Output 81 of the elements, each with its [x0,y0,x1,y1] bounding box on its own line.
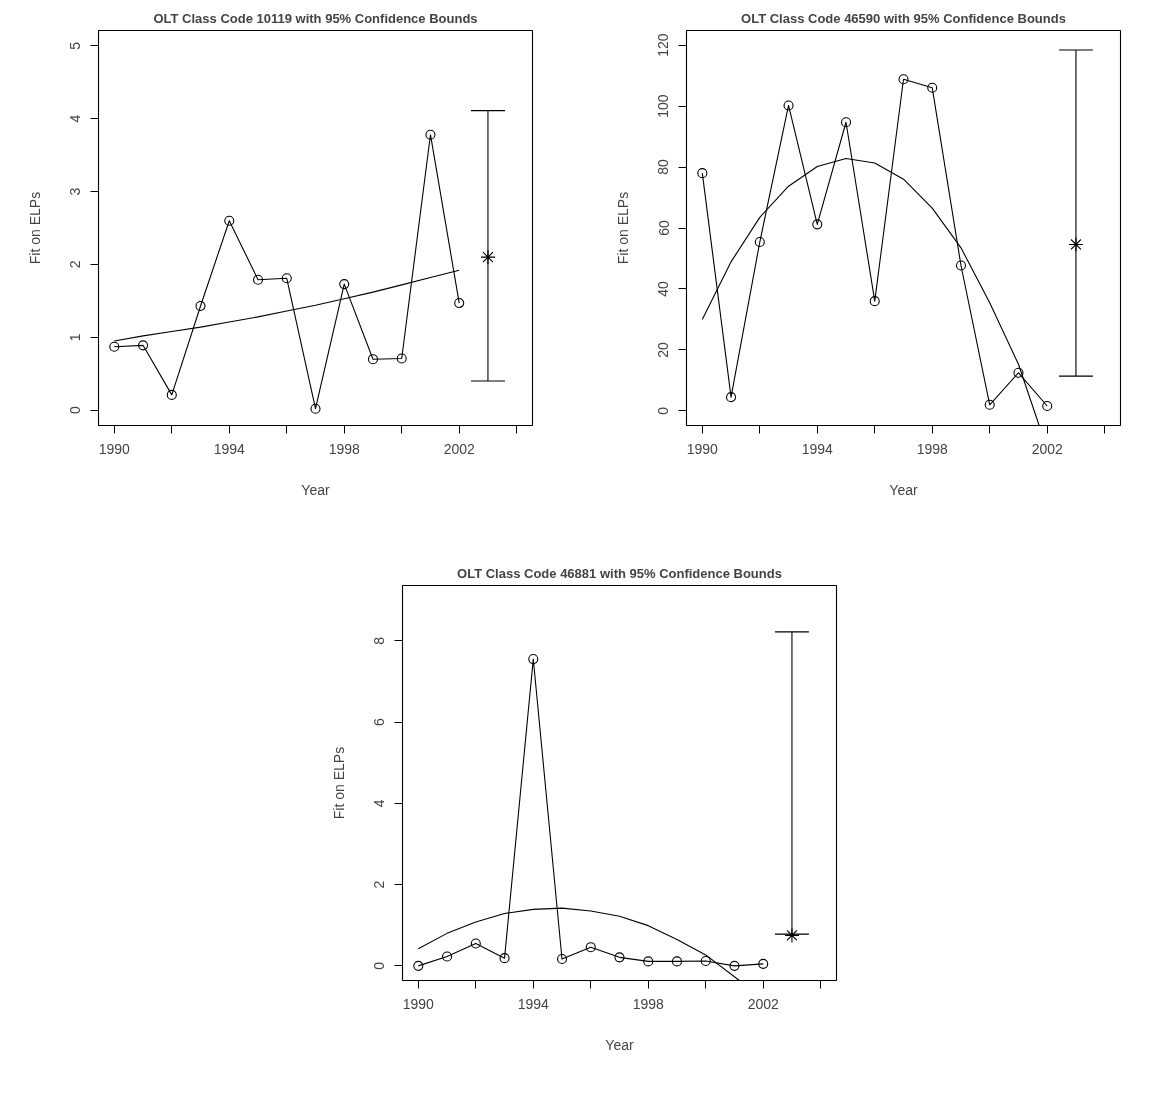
point [499,953,510,964]
point [1042,400,1053,412]
point [812,219,823,230]
point [528,654,539,665]
x-tick-label: 1998 [328,440,361,457]
y-tick-label: 2 [371,880,388,889]
point [783,100,794,111]
point [643,956,654,967]
point [784,927,800,943]
point [413,960,424,971]
point [166,389,177,400]
point [396,353,407,364]
point [224,215,235,226]
point [1068,236,1084,253]
x-tick-label: 1994 [517,995,550,1012]
point [754,236,765,248]
point [339,279,350,290]
point [955,260,967,271]
point [442,951,453,962]
y-tick-label: 0 [371,961,388,970]
y-axis-title: Fit on ELPs [26,191,43,265]
y-tick-label: 60 [655,220,672,236]
point [138,340,149,351]
point [470,938,481,949]
point [984,399,995,410]
y-tick-label: 6 [371,717,388,726]
point [671,956,683,967]
y-tick-label: 120 [655,33,672,57]
point [281,273,292,284]
y-tick-label: 3 [67,187,84,196]
point [556,953,568,964]
x-axis-title: Year [301,481,330,498]
y-tick-label: 40 [655,280,672,297]
x-tick-label: 1990 [98,440,131,457]
point [758,958,769,969]
y-tick-label: 1 [67,333,84,342]
x-tick-label: 1994 [801,440,834,457]
y-tick-label: 0 [67,406,84,415]
point [367,354,379,365]
point [700,955,711,967]
x-tick-label: 2002 [747,995,779,1012]
x-tick-label: 2002 [443,440,475,457]
y-tick-label: 80 [655,159,672,175]
point [310,403,321,414]
point [454,298,465,309]
chart-title: OLT Class Code 46881 with 95% Confidence Bounds [457,565,782,581]
y-tick-label: 2 [67,260,84,269]
x-axis-title: Year [889,481,918,498]
point [1013,367,1024,378]
point [614,952,625,963]
y-tick-label: 8 [371,636,388,645]
point [252,274,264,285]
chart-title: OLT Class Code 10119 with 95% Confidence Bounds [153,10,478,26]
point [480,249,496,265]
x-tick-label: 1998 [632,995,665,1012]
point [869,296,880,307]
x-tick-label: 1994 [213,440,246,457]
x-tick-label: 1998 [916,440,949,457]
point [927,82,938,93]
y-tick-label: 20 [655,341,672,358]
y-tick-label: 100 [655,94,672,118]
x-axis-title: Year [605,1036,634,1053]
x-tick-label: 1990 [686,440,719,457]
y-tick-label: 0 [655,406,672,415]
point [195,300,206,312]
chart-title: OLT Class Code 46590 with 95% Confidence Bounds [741,10,1066,26]
y-axis-title: Fit on ELPs [614,191,631,265]
y-tick-label: 4 [371,799,388,808]
point [840,117,852,128]
point [425,129,436,140]
x-tick-label: 2002 [1031,440,1063,457]
point [898,74,909,85]
y-tick-label: 5 [67,41,84,50]
point [697,168,708,179]
x-tick-label: 1990 [402,995,435,1012]
point [729,960,740,971]
point [585,942,596,953]
point [109,341,120,352]
y-tick-label: 4 [67,114,84,123]
y-axis-title: Fit on ELPs [330,746,347,820]
point [726,392,737,403]
